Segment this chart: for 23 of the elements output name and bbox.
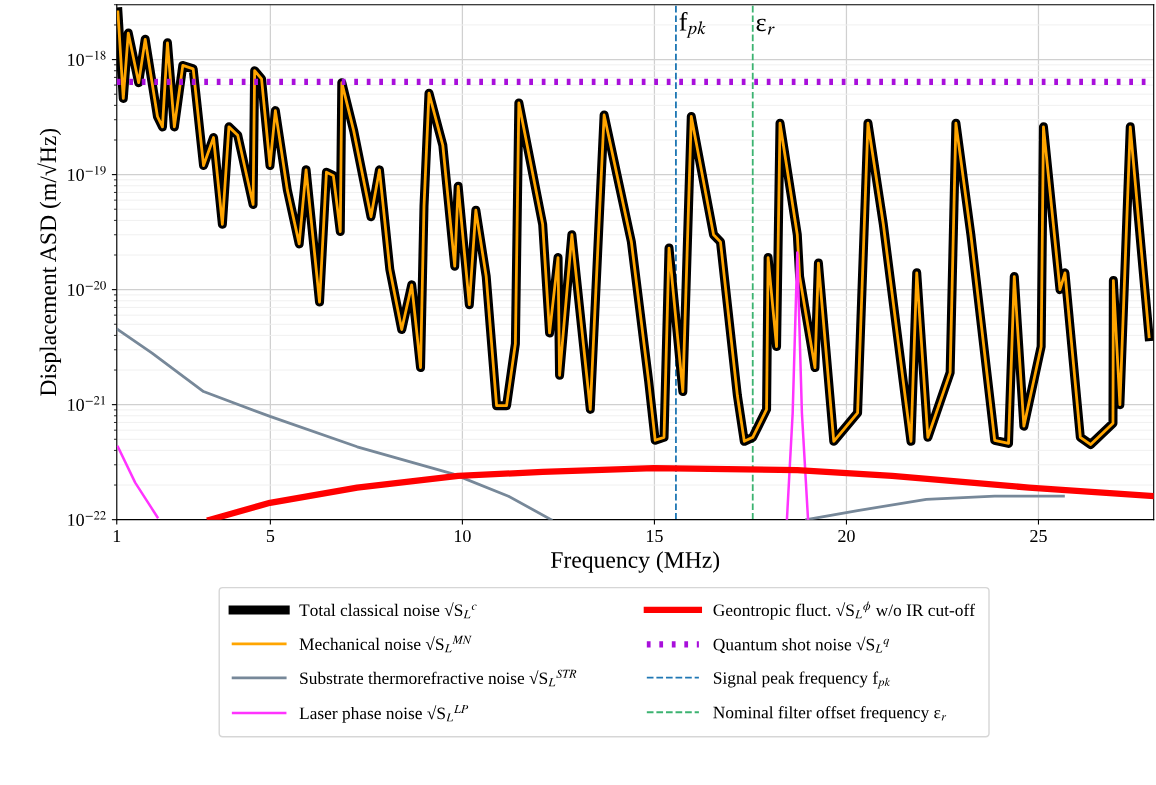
x-tick-label: 10	[454, 529, 471, 543]
y-tick-label: 10$^{−21}$	[68, 395, 105, 412]
x-tick-label: 20	[838, 529, 855, 543]
legend-label: Mechanical noise √S$_{L}$$^{MN}$	[299, 635, 472, 653]
legend-label: Laser phase noise √S$_{L}$$^{LP}$	[299, 704, 469, 723]
annotation: ε$_{r}$	[756, 18, 775, 35]
y-tick-label: 10$^{−20}$	[68, 280, 106, 296]
legend-label: Nominal filter offset frequency ε$_{r}$	[713, 705, 947, 722]
legend-label: Geontropic fluct. √S$_{L}$$^{ϕ}$ w/o IR cut-off	[713, 601, 976, 620]
legend-label: Substrate thermorefractive noise √S$_{L}$$^{STR}$	[300, 669, 577, 687]
y-tick-label: 10$^{−19}$	[68, 165, 106, 181]
x-tick-label: 25	[1030, 529, 1047, 543]
x-tick-label: 5	[266, 530, 275, 543]
legend-label: Signal peak frequency f$_{pk}$	[713, 671, 891, 689]
y-tick-label: 10$^{−18}$	[68, 50, 106, 66]
y-tick-label: 10$^{−22}$	[68, 510, 106, 527]
annotation: f$_{pk}$	[679, 11, 706, 38]
x-tick-label: 1	[113, 530, 121, 542]
x-axis-title: Frequency (MHz)	[550, 551, 720, 573]
legend-label: Total classical noise √S$_{L}$$^{c}$	[299, 602, 477, 619]
legend-label: Quantum shot noise √S$_{L}$$^{q}$	[713, 636, 890, 654]
x-tick-label: 15	[646, 530, 663, 543]
y-axis-title: Displacement ASD (m/√Hz)	[37, 128, 62, 396]
